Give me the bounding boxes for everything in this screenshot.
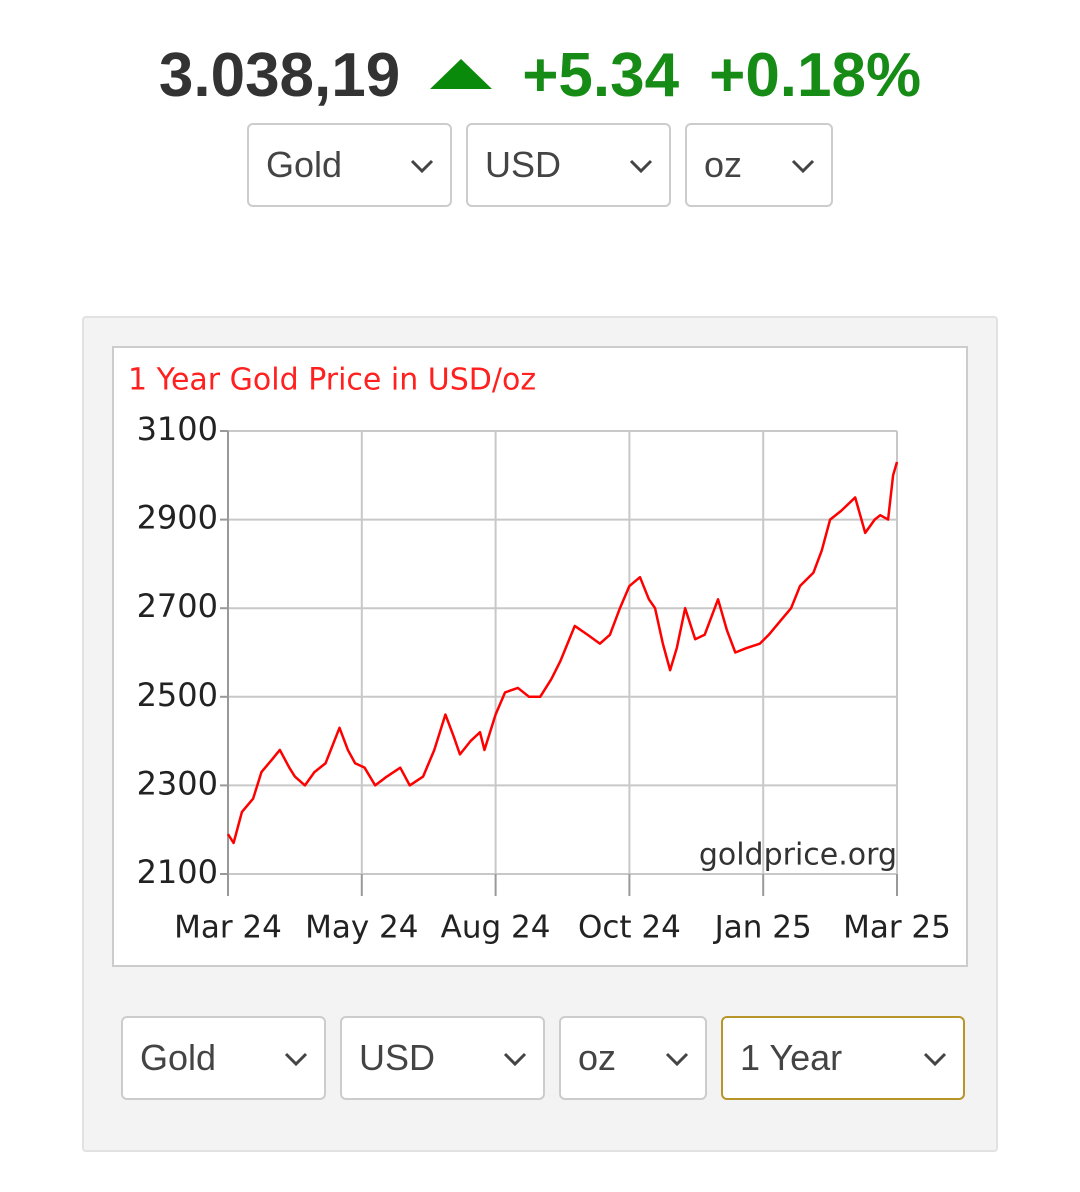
chevron — [665, 1052, 689, 1067]
dropdown-label: oz — [578, 1037, 617, 1078]
chevron — [629, 159, 653, 174]
chevron — [284, 1052, 308, 1067]
up-arrow — [430, 58, 493, 89]
dropdown-label: Gold — [140, 1037, 217, 1078]
dropdown[interactable]: USD — [340, 1016, 545, 1100]
dropdown[interactable]: oz — [685, 123, 833, 207]
dropdown-label: Gold — [266, 144, 343, 185]
dropdown[interactable]: 1 Year — [721, 1016, 965, 1100]
price: 3.038,19 — [158, 41, 401, 110]
chevron — [410, 159, 434, 174]
dropdown[interactable]: Gold — [121, 1016, 326, 1100]
chevron — [503, 1052, 527, 1067]
dropdown-label: USD — [485, 144, 562, 185]
change-percent: +0.18% — [709, 41, 922, 110]
chevron — [791, 159, 815, 174]
chevron — [923, 1052, 947, 1067]
dropdown-label: USD — [359, 1037, 436, 1078]
dropdown[interactable]: USD — [466, 123, 671, 207]
price-header: 3.038,19 +5.34 +0.18% — [0, 40, 1080, 111]
change: +5.34 — [522, 41, 680, 110]
dropdown[interactable]: oz — [559, 1016, 707, 1100]
dropdown-label: oz — [704, 144, 743, 185]
dropdown-label: 1 Year — [740, 1037, 843, 1078]
dropdown[interactable]: Gold — [247, 123, 452, 207]
